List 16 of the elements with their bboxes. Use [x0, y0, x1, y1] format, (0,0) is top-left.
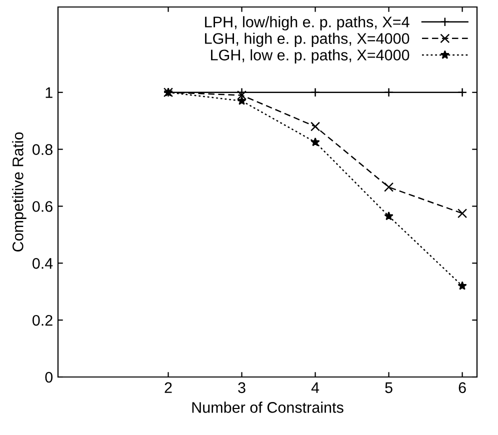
x-axis-title: Number of Constraints: [192, 402, 344, 413]
x-tick-label: 2: [164, 382, 172, 393]
y-tick-label: 1: [46, 87, 52, 98]
x-tick-label: 6: [458, 382, 466, 394]
legend-label: LPH, low/high e. p. paths, X=4: [205, 16, 410, 30]
x-tick-label: 3: [238, 382, 246, 394]
x-tick-label: 4: [311, 382, 320, 393]
y-tick-label: 0.4: [32, 258, 53, 269]
legend-label: LGH, high e. p. paths, X=4000: [205, 32, 410, 47]
y-tick-label: 0.6: [32, 201, 52, 212]
y-axis-title: Competitive Ratio: [12, 132, 26, 252]
x-tick-label: 5: [385, 382, 392, 394]
y-tick-label: 0.8: [32, 144, 52, 155]
legend-label: LGH, low e. p. paths, X=4000: [211, 49, 410, 64]
y-tick-label: 0.2: [32, 314, 52, 326]
y-tick-label: 0: [45, 372, 53, 383]
